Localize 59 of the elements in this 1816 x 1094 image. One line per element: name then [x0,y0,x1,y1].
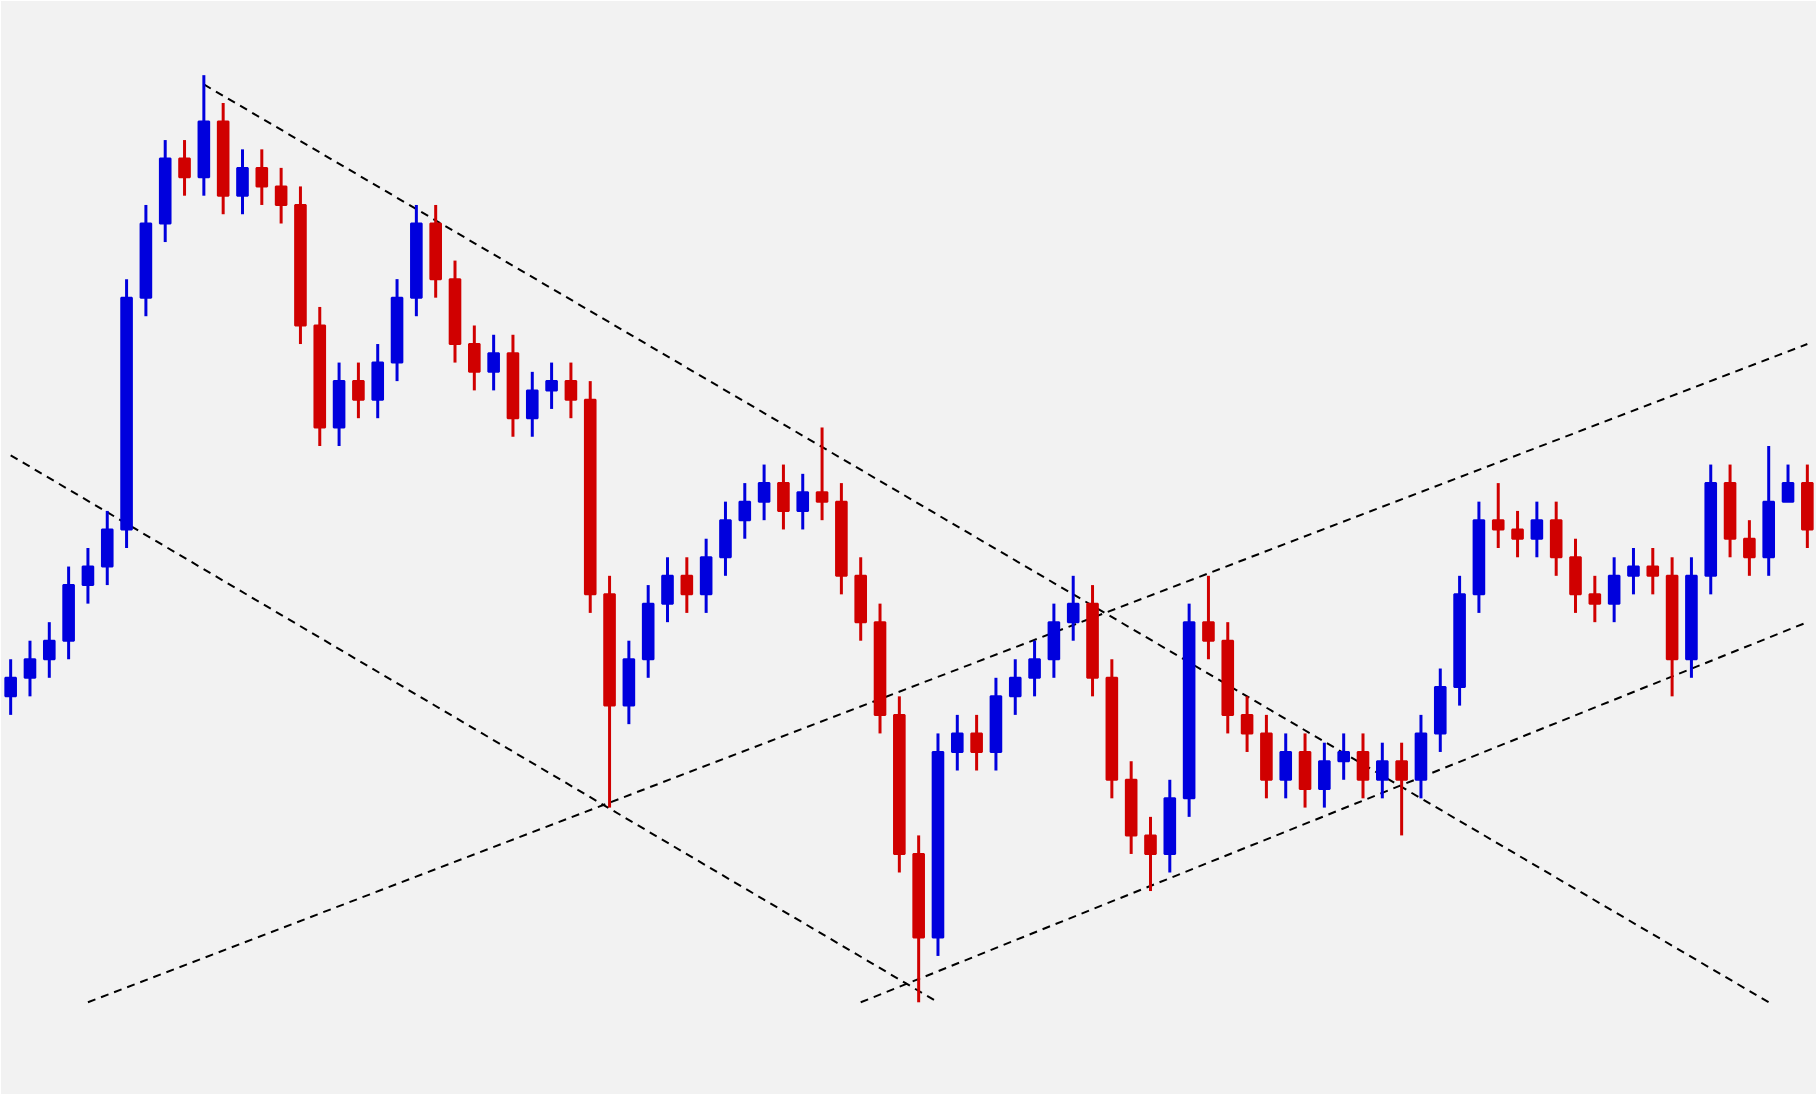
candlestick [1743,518,1756,578]
candlestick [1607,555,1621,624]
candlestick [1047,602,1061,680]
candlestick [757,463,771,522]
candlestick [1008,657,1022,717]
candlestick [970,713,983,773]
candlestick [371,342,385,420]
candlestick [255,147,269,207]
candlestick [1337,731,1350,782]
candlestick [1549,500,1563,578]
candlestick [950,713,964,773]
candlestick [1646,546,1660,596]
candlestick [352,361,365,420]
candlestick [1569,537,1582,615]
candlestick [1433,667,1447,754]
candlestick [1240,694,1254,754]
candlestick [1627,546,1640,596]
candlestick [699,537,713,615]
candlestick [564,361,578,420]
candlestick [468,323,481,392]
candlestick [1318,741,1331,810]
candlestick [178,138,191,198]
candlestick [1376,741,1389,800]
candlestick [1414,713,1428,800]
candlestick [81,546,95,606]
candlestick [1202,574,1215,661]
candlestick [100,509,114,587]
candlestick [1260,713,1273,800]
candlestick [1144,815,1157,893]
candlestick [545,361,558,411]
candlestick [1298,731,1312,810]
candlestick [1530,500,1544,559]
candlestick [42,620,56,680]
candlestick [854,555,868,643]
candlestick [1588,574,1602,624]
candlestick [487,333,500,392]
candlestick [4,657,17,717]
candlestick [332,361,346,448]
candlestick [1279,731,1293,800]
candlestick [1356,731,1370,800]
candlestick [1781,463,1795,504]
candlestick [738,481,752,541]
candlestick [274,166,288,226]
candlestick [23,639,37,698]
candlestick [1801,463,1814,550]
candlestick [777,463,790,531]
candlestick [1028,639,1041,698]
candlestick [815,425,829,522]
candlestick [719,500,732,578]
candlestick [680,555,694,615]
candlestick [622,639,636,726]
candlestick [796,472,810,531]
candlestick [661,555,674,624]
candlestick [236,147,249,216]
candlestick [1395,741,1408,837]
candlestick [1491,481,1505,550]
candlestick [1511,509,1524,559]
candlestick [525,370,539,439]
candlestick [1066,574,1080,643]
